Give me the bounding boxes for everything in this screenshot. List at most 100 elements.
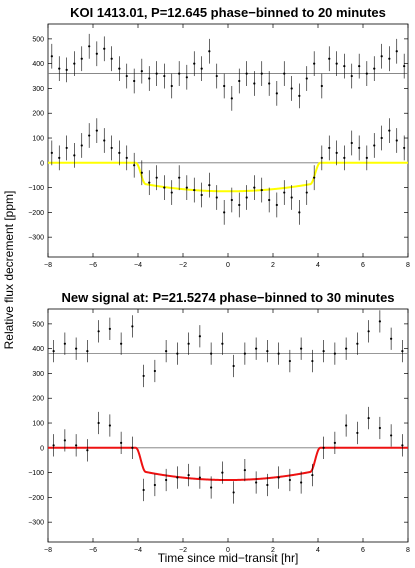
data-point — [403, 65, 406, 68]
data-point — [238, 203, 241, 207]
data-point — [215, 74, 218, 78]
data-point — [110, 57, 113, 60]
x-tick-label: −2 — [179, 262, 187, 269]
data-point — [245, 72, 248, 75]
data-point — [52, 350, 55, 353]
data-point — [268, 198, 271, 202]
data-point — [153, 483, 156, 487]
data-point — [401, 444, 404, 447]
data-point — [215, 196, 218, 199]
y-tick-label: −300 — [28, 235, 44, 242]
data-point — [131, 446, 134, 449]
data-point — [185, 186, 188, 189]
data-point — [388, 57, 391, 60]
data-point — [403, 146, 406, 150]
data-point — [390, 434, 393, 437]
data-point — [313, 176, 316, 179]
data-point — [142, 374, 145, 378]
y-tick-label: 500 — [32, 36, 44, 43]
data-point — [133, 164, 136, 167]
x-tick-label: −6 — [89, 262, 97, 269]
y-tick-label: −200 — [28, 210, 44, 217]
data-point — [290, 87, 293, 90]
data-point — [131, 325, 134, 328]
data-point — [223, 211, 226, 214]
data-point — [108, 424, 111, 427]
panel-title: New signal at: P=21.5274 phase−binned to… — [61, 290, 394, 305]
data-point — [133, 79, 136, 83]
data-point — [73, 154, 76, 157]
data-point — [178, 176, 181, 179]
y-tick-label: −200 — [28, 495, 44, 502]
transit-panel-new-signal: New signal at: P=21.5274 phase−binned to… — [28, 290, 410, 554]
data-point — [125, 156, 128, 159]
x-tick-label: −6 — [89, 547, 97, 554]
data-point — [243, 352, 246, 355]
data-point — [73, 62, 76, 65]
data-point — [378, 320, 381, 323]
y-tick-label: 200 — [32, 396, 44, 403]
data-point — [356, 342, 359, 345]
data-point — [50, 55, 53, 58]
data-point — [118, 67, 121, 70]
data-point — [86, 449, 89, 452]
data-point — [210, 352, 213, 355]
data-point — [232, 491, 235, 494]
data-point — [266, 483, 269, 487]
data-point — [223, 84, 226, 88]
data-point — [322, 350, 325, 353]
data-point — [395, 139, 398, 142]
data-point — [75, 347, 78, 350]
data-point — [193, 62, 196, 65]
panel-title: KOI 1413.01, P=12.645 phase−binned to 20… — [70, 5, 386, 20]
data-point — [142, 488, 145, 492]
data-point — [343, 65, 346, 68]
data-point — [380, 55, 383, 58]
data-point — [260, 188, 263, 192]
data-point — [288, 478, 291, 482]
data-point — [120, 441, 123, 444]
data-point — [266, 350, 269, 353]
x-tick-label: 0 — [226, 262, 230, 269]
data-point — [185, 76, 188, 79]
data-point — [108, 327, 111, 330]
y-tick-label: −300 — [28, 520, 44, 527]
data-point — [390, 337, 393, 340]
transit-model-curve — [48, 161, 408, 193]
transit-model-curve — [48, 446, 408, 482]
transit-panel-koi-1413: KOI 1413.01, P=12.645 phase−binned to 20… — [28, 5, 410, 269]
data-point — [275, 203, 278, 207]
y-tick-label: −100 — [28, 185, 44, 192]
data-point — [208, 50, 211, 53]
data-point — [63, 342, 66, 345]
data-point — [283, 72, 286, 75]
data-point — [170, 191, 173, 194]
data-point — [253, 82, 256, 85]
x-tick-label: −4 — [134, 262, 142, 269]
data-point — [65, 68, 68, 71]
data-point — [253, 186, 256, 189]
x-tick-label: 4 — [316, 262, 320, 269]
data-point — [358, 146, 361, 150]
y-tick-label: 500 — [32, 321, 44, 328]
data-point — [401, 350, 404, 353]
data-point — [148, 181, 151, 184]
data-point — [335, 62, 338, 65]
data-point — [176, 476, 179, 479]
data-point — [198, 335, 201, 338]
data-point — [50, 151, 53, 154]
plot-frame — [47, 308, 409, 543]
data-point — [365, 156, 368, 159]
data-point — [305, 77, 308, 80]
data-point — [260, 72, 263, 75]
data-point — [221, 342, 224, 345]
data-point — [221, 471, 224, 474]
data-point — [118, 151, 121, 154]
data-point — [193, 188, 196, 192]
x-tick-label: 6 — [361, 262, 365, 269]
y-tick-label: 0 — [40, 445, 44, 452]
data-point — [395, 50, 398, 53]
data-point — [345, 424, 348, 427]
data-point — [328, 57, 331, 60]
